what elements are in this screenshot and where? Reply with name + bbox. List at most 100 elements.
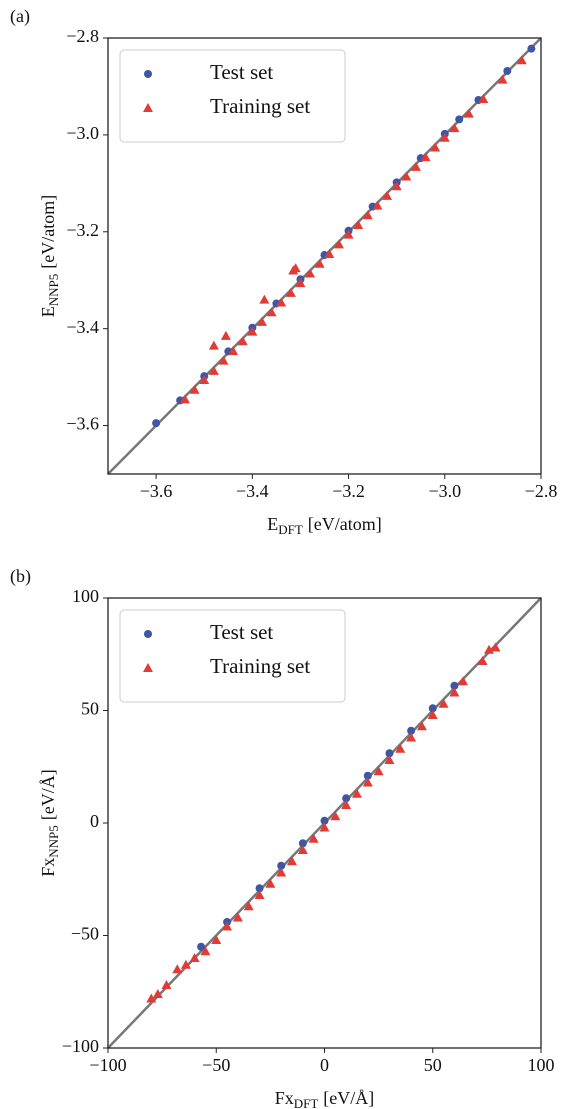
x-tick-label: −3.4 xyxy=(236,481,269,501)
triangle-marker xyxy=(287,856,298,866)
circle-marker xyxy=(363,771,372,780)
legend: Test set Training set xyxy=(119,49,346,143)
triangle-marker xyxy=(228,345,239,355)
label-sub: DFT xyxy=(278,522,303,537)
legend-label: Training set xyxy=(210,654,310,678)
triangle-marker xyxy=(297,845,308,854)
legend-label: Test set xyxy=(210,60,273,84)
triangle-marker xyxy=(222,921,233,931)
triangle-marker xyxy=(516,55,527,65)
label-unit: [eV/Å] xyxy=(38,769,58,820)
y-tick-label: −3.6 xyxy=(66,414,99,434)
x-tick-label: −50 xyxy=(202,1055,230,1075)
triangle-marker xyxy=(243,901,254,911)
triangle-marker xyxy=(353,219,364,229)
triangle-marker xyxy=(373,766,384,776)
triangle-marker xyxy=(362,777,373,787)
circle-marker xyxy=(342,794,351,803)
triangle-marker xyxy=(276,867,287,877)
triangle-marker xyxy=(237,336,248,346)
x-tick-label: −3.2 xyxy=(332,481,365,501)
circle-marker xyxy=(144,630,152,638)
triangle-marker xyxy=(295,278,306,288)
panel-label: (b) xyxy=(10,566,31,587)
label-unit: [eV/atom] xyxy=(38,195,58,269)
circle-marker xyxy=(428,704,437,713)
triangle-marker xyxy=(256,316,267,326)
triangle-marker xyxy=(314,258,325,268)
triangle-marker xyxy=(161,980,172,989)
triangle-marker xyxy=(218,355,229,365)
triangle-marker xyxy=(247,326,258,336)
triangle-marker xyxy=(265,878,276,888)
triangle-marker xyxy=(324,249,335,259)
plot-frame xyxy=(107,597,542,1049)
y-tick-label: 100 xyxy=(72,586,99,606)
y-tick-label: −3.2 xyxy=(66,220,99,240)
circle-marker xyxy=(298,839,307,848)
triangle-marker xyxy=(254,890,265,899)
label-main: E xyxy=(38,306,58,317)
x-tick-label: −2.8 xyxy=(525,481,558,501)
y-tick-label: −2.8 xyxy=(66,26,99,46)
triangle-marker xyxy=(319,822,330,832)
x-axis-label: FxDFT [eV/Å] xyxy=(275,1088,375,1109)
triangle-marker xyxy=(430,142,441,152)
triangle-marker xyxy=(343,229,354,239)
legend-box xyxy=(119,49,346,143)
triangle-marker xyxy=(259,294,270,304)
circle-marker xyxy=(527,44,536,53)
x-tick-label: 100 xyxy=(528,1055,555,1075)
circle-marker xyxy=(152,419,161,428)
legend-label: Training set xyxy=(210,94,310,118)
x-tick-label: −100 xyxy=(89,1055,126,1075)
triangle-marker xyxy=(199,375,210,385)
triangle-marker xyxy=(438,698,449,708)
y-tick-label: −3.4 xyxy=(66,317,99,337)
x-axis-label: EDFT [eV/atom] xyxy=(267,514,382,537)
label-unit: [eV/Å] xyxy=(323,1088,374,1108)
circle-marker xyxy=(197,942,206,951)
triangle-marker xyxy=(208,365,219,375)
triangle-marker xyxy=(333,239,344,249)
label-sub: NNP5 xyxy=(46,825,61,858)
triangle-marker xyxy=(180,959,191,969)
triangle-marker xyxy=(172,964,183,974)
triangle-marker xyxy=(305,268,316,278)
triangle-marker xyxy=(189,953,200,962)
circle-marker xyxy=(503,66,512,75)
x-tick-label: 0 xyxy=(320,1055,329,1075)
triangle-marker xyxy=(351,788,362,798)
triangle-marker xyxy=(143,103,153,112)
triangle-marker xyxy=(146,993,157,1003)
circle-marker xyxy=(455,115,464,124)
label-main: Fx xyxy=(38,858,58,877)
label-main: Fx xyxy=(275,1088,294,1108)
triangle-marker xyxy=(416,721,427,731)
y-tick-label: 0 xyxy=(90,811,99,831)
y-tick-label: 50 xyxy=(81,699,99,719)
triangle-marker xyxy=(449,123,460,133)
triangle-marker xyxy=(179,394,190,404)
y-tick-label: −50 xyxy=(71,924,99,944)
triangle-marker xyxy=(372,200,383,210)
x-tick-label: −3.0 xyxy=(428,481,461,501)
triangle-marker xyxy=(189,384,200,394)
circle-marker xyxy=(407,726,416,735)
y-tick-label: −100 xyxy=(62,1036,99,1056)
triangle-marker xyxy=(410,161,421,171)
triangle-marker xyxy=(232,912,243,922)
label-main: E xyxy=(267,514,278,534)
y-tick-label: −3.0 xyxy=(66,123,99,143)
legend-label: Test set xyxy=(210,620,273,644)
legend: Test set Training set xyxy=(119,609,346,703)
triangle-marker xyxy=(391,181,402,191)
triangle-marker xyxy=(420,152,431,162)
triangle-marker xyxy=(384,755,395,764)
label-unit: [eV/atom] xyxy=(308,514,382,534)
triangle-marker xyxy=(478,94,489,104)
triangle-marker xyxy=(341,800,352,809)
triangle-marker xyxy=(449,687,460,697)
triangle-marker xyxy=(382,190,393,200)
